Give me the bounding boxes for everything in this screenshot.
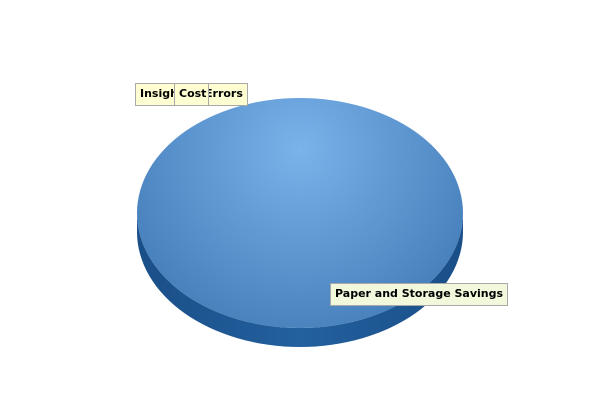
- slice-label-paper-and-storage-savings: Paper and Storage Savings: [330, 283, 509, 306]
- pie-slice-side-paper-and-storage-savings: [137, 213, 463, 347]
- slice-label-cost: Cost: [174, 83, 209, 106]
- pie-slice-paper-and-storage-savings: [137, 98, 463, 328]
- slice-label-errors: Errors: [203, 83, 248, 106]
